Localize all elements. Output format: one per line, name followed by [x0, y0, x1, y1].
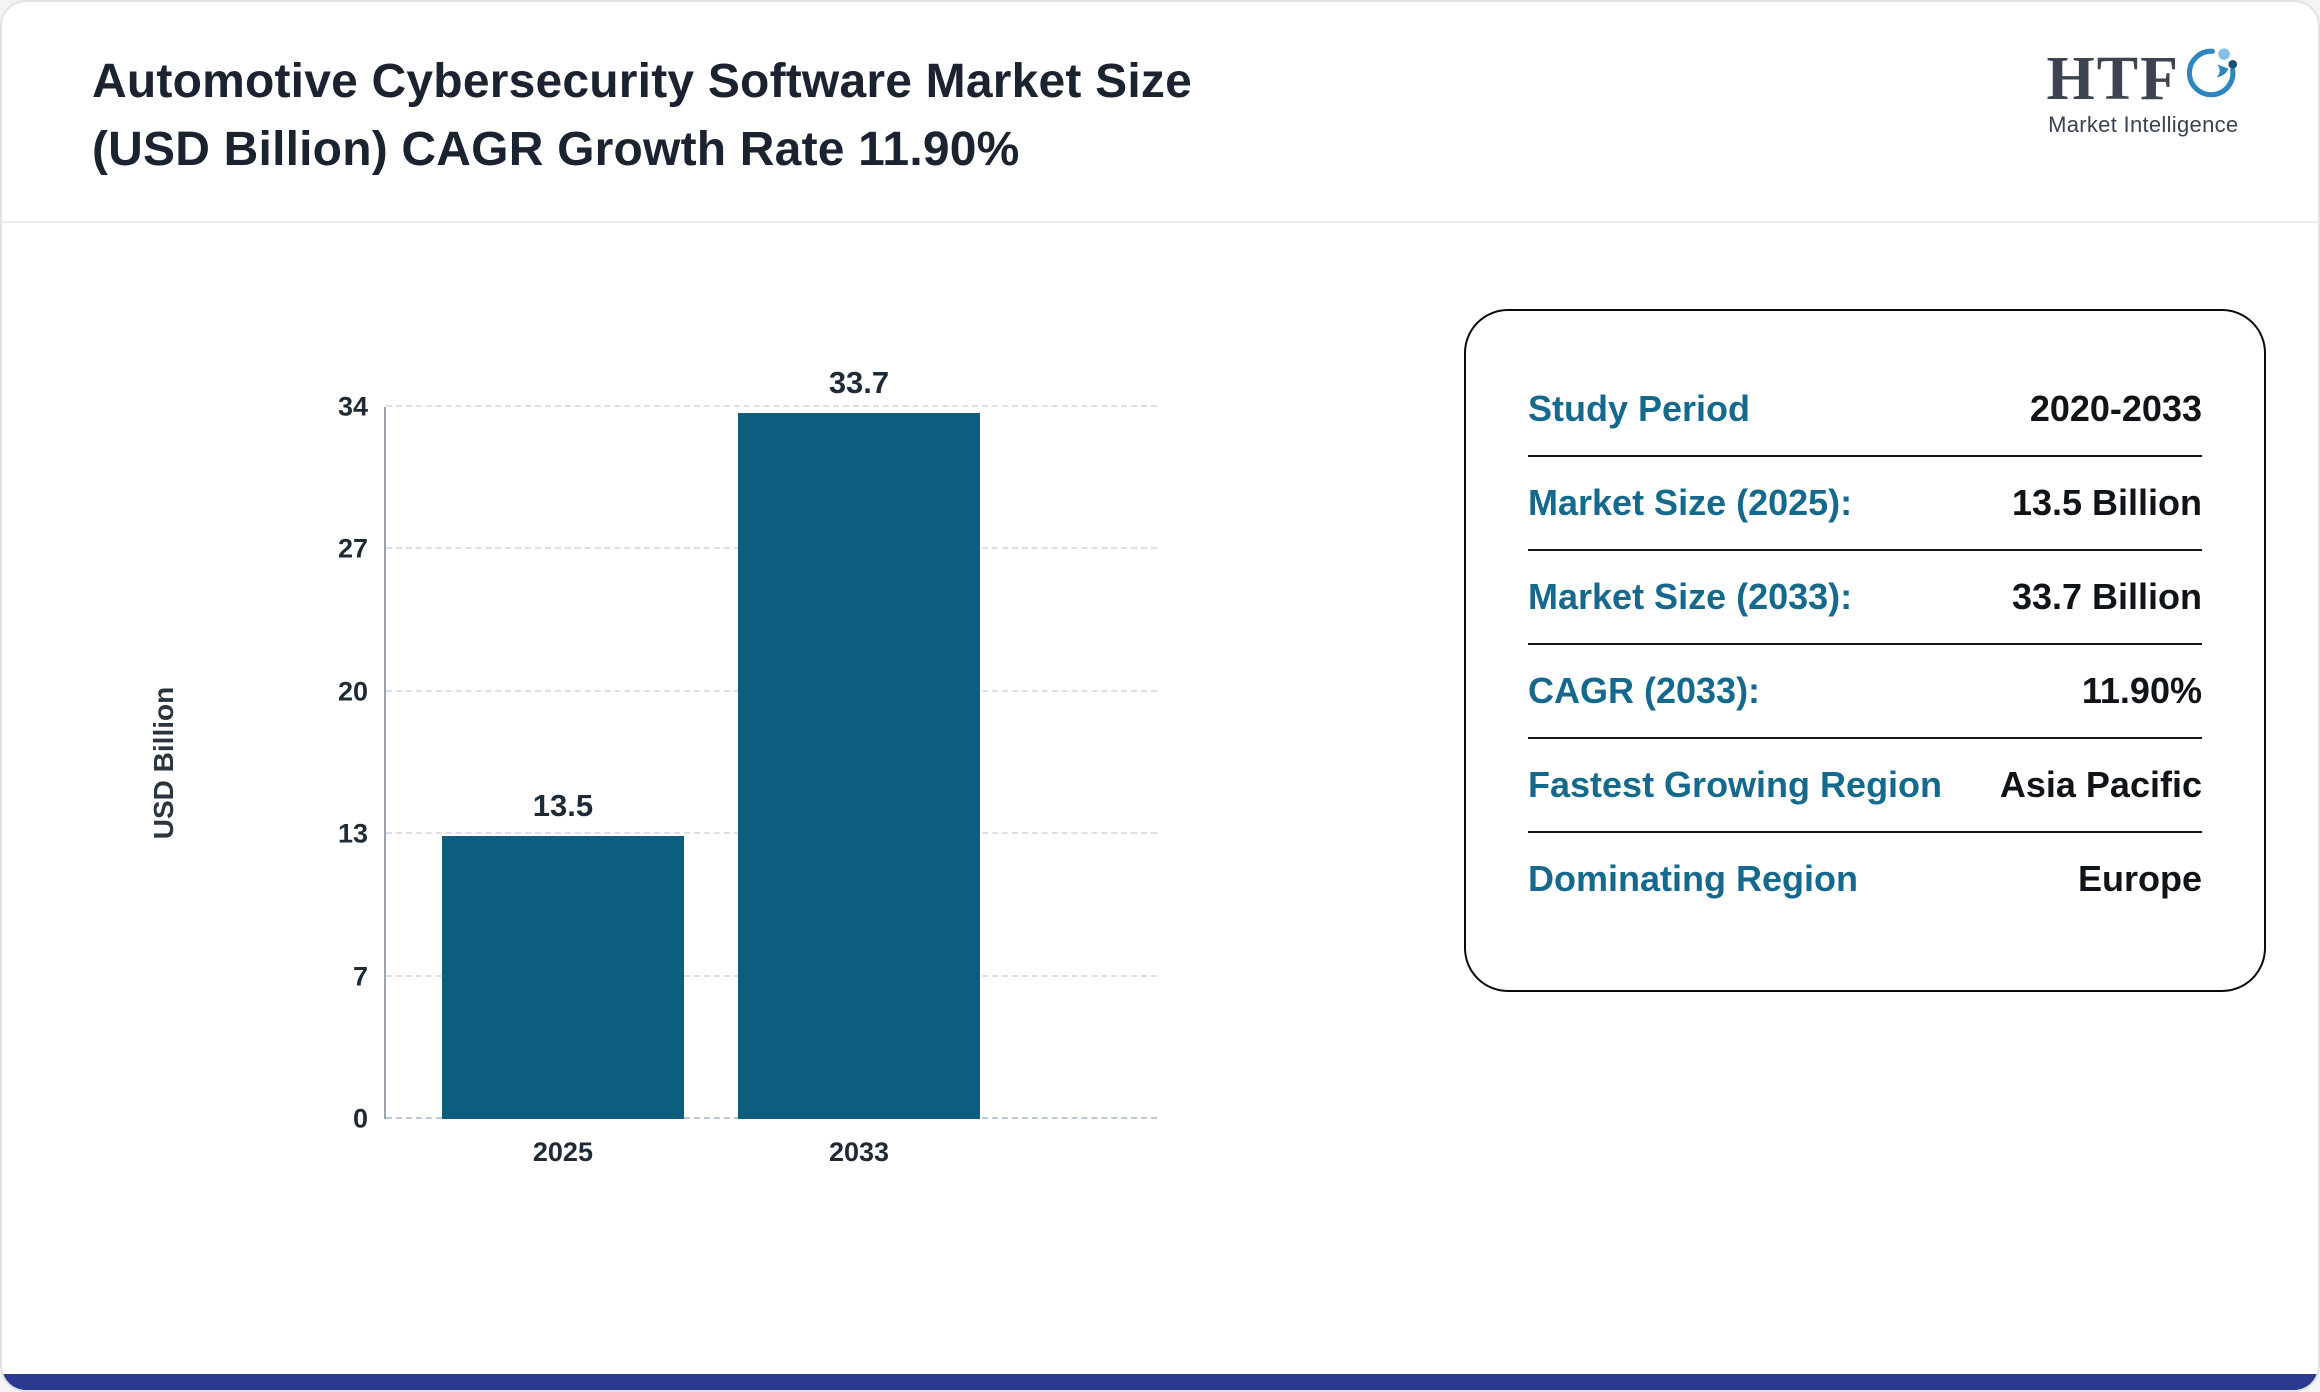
bar-group-2033: 33.7 2033 [737, 365, 981, 1167]
page-title-line2: (USD Billion) CAGR Growth Rate 11.90% [92, 123, 1020, 177]
header: Automotive Cybersecurity Software Market… [2, 2, 2318, 223]
info-row-study-period: Study Period 2020-2033 [1528, 363, 2202, 457]
bar-value-label-2033: 33.7 [828, 365, 890, 401]
bar-2025 [441, 836, 685, 1119]
y-tick-label-34: 34 [337, 391, 368, 422]
page-title: Automotive Cybersecurity Software Market… [92, 48, 1192, 184]
info-label: Market Size (2025): [1528, 482, 1853, 523]
info-label: Fastest Growing Region [1528, 764, 1943, 805]
info-value: 13.5 Billion [2011, 482, 2202, 523]
htf-logo-text: HTF [2046, 45, 2180, 113]
plot-area: USD Billion 0 7 13 20 27 34 13.5 2025 33.7 2033 [148, 365, 1157, 1167]
info-value: Asia Pacific [1999, 764, 2202, 805]
htf-logo-row: HTF [2047, 48, 2240, 110]
gridline-34 [386, 405, 1157, 407]
info-row-dominating-region: Dominating Region Europe [1528, 833, 2202, 925]
y-tick-label-20: 20 [337, 676, 368, 707]
htf-logo: HTF Market Intelligence [2047, 48, 2240, 138]
info-value: 33.7 Billion [2011, 576, 2202, 617]
info-value: 11.90% [2081, 670, 2202, 711]
info-value: 2020-2033 [2029, 388, 2202, 429]
info-label: CAGR (2033): [1528, 670, 1761, 711]
info-row-market-size-2025: Market Size (2025): 13.5 Billion [1528, 457, 2202, 551]
y-tick-label-27: 27 [337, 533, 368, 564]
info-row-cagr: CAGR (2033): 11.90% [1528, 645, 2202, 739]
bar-value-label-2025: 13.5 [532, 788, 594, 824]
info-row-fastest-growing-region: Fastest Growing Region Asia Pacific [1528, 739, 2202, 833]
page-title-line1: Automotive Cybersecurity Software Market… [92, 55, 1192, 108]
x-axis-label-2025: 2025 [532, 1137, 593, 1167]
info-label: Market Size (2033): [1528, 576, 1853, 617]
info-label: Dominating Region [1528, 858, 1858, 899]
market-summary-panel: Study Period 2020-2033 Market Size (2025… [1464, 309, 2266, 992]
y-tick-label-7: 7 [352, 961, 368, 992]
htf-logo-subtext: Market Intelligence [2048, 112, 2239, 137]
y-axis-title: USD Billion [148, 686, 180, 840]
info-value: Europe [2077, 858, 2202, 899]
info-row-market-size-2033: Market Size (2033): 33.7 Billion [1528, 551, 2202, 645]
swirl-logo-icon [2182, 44, 2240, 102]
bottom-accent-strip [2, 1374, 2318, 1390]
bar-2033 [737, 413, 981, 1119]
info-label: Study Period [1528, 388, 1751, 429]
x-axis-label-2033: 2033 [828, 1137, 890, 1167]
y-tick-label-13: 13 [337, 818, 368, 849]
y-tick-label-0: 0 [352, 1103, 368, 1134]
bar-group-2025: 13.5 2025 [441, 407, 685, 1167]
